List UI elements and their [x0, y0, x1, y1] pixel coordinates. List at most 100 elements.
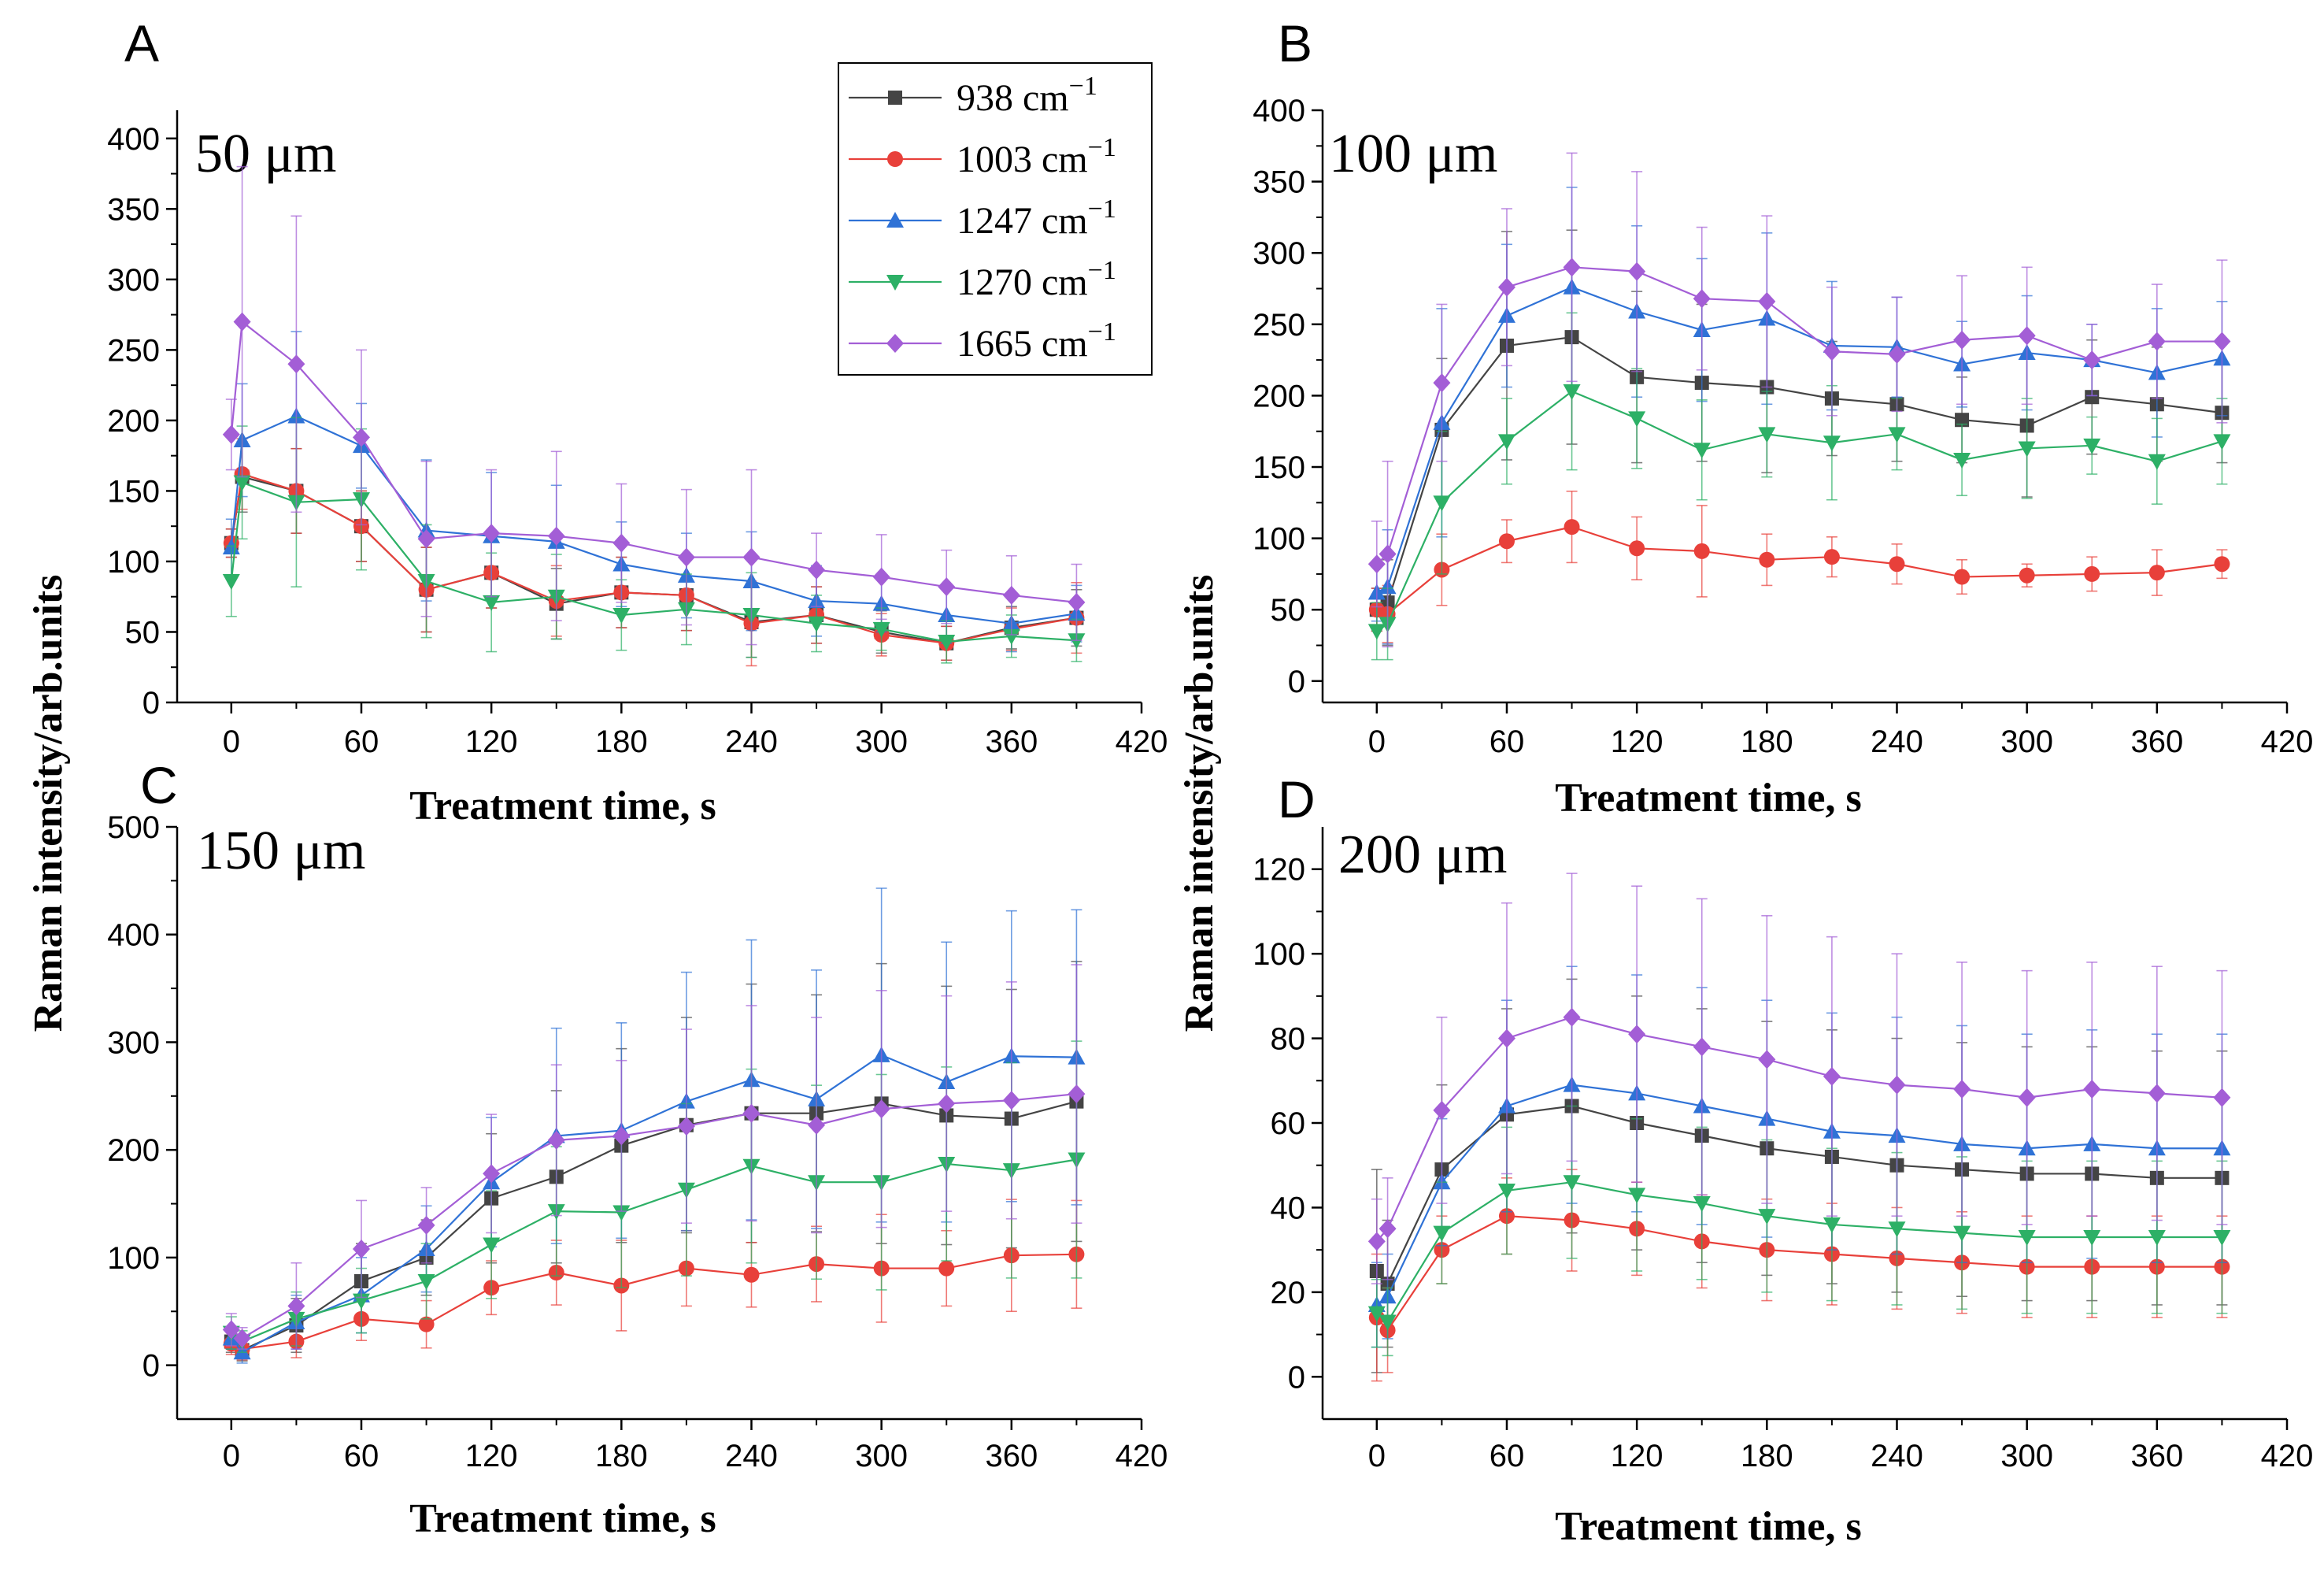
- y-tick-label: 0: [142, 1349, 160, 1384]
- data-point: [233, 1329, 251, 1348]
- data-point: [2148, 332, 2166, 351]
- x-tick-label: 180: [595, 724, 648, 759]
- data-point: [483, 1164, 501, 1184]
- y-tick-label: 300: [107, 1025, 160, 1060]
- data-point: [1367, 554, 1386, 574]
- legend-label-superscript: −1: [1088, 256, 1116, 285]
- x-tick-label: 360: [2130, 724, 2183, 759]
- data-point: [2213, 434, 2231, 450]
- x-axis-title: Treatment time, s: [409, 784, 716, 828]
- data-point: [1367, 624, 1386, 640]
- y-tick-label: 100: [1253, 937, 1305, 972]
- data-point: [1002, 585, 1020, 605]
- x-tick-label: 420: [2261, 1439, 2314, 1473]
- panel-letter: A: [124, 14, 159, 72]
- legend-label-text: 1270 cm: [957, 261, 1088, 303]
- legend-label-superscript: −1: [1088, 133, 1116, 162]
- data-point: [233, 312, 251, 332]
- legend-label: 1003 cm−1: [957, 133, 1116, 180]
- legend-label-text: 1665 cm: [957, 323, 1088, 365]
- legend-label-text: 938 cm: [957, 77, 1069, 119]
- y-tick-label: 0: [1288, 1360, 1305, 1395]
- x-tick-label: 420: [1116, 724, 1168, 759]
- data-point: [1955, 413, 1970, 428]
- x-tick-label: 240: [725, 1439, 778, 1473]
- series-1665-cm-1: [1367, 873, 2231, 1284]
- data-point: [1953, 1225, 1971, 1242]
- y-tick-label: 200: [1253, 379, 1305, 413]
- x-tick-label: 120: [1611, 1439, 1663, 1473]
- data-point: [1628, 1188, 1646, 1204]
- data-point: [1367, 1306, 1386, 1322]
- y-tick-label: 60: [1271, 1106, 1306, 1141]
- data-point: [1433, 373, 1451, 393]
- data-point: [2083, 1080, 2101, 1099]
- data-point: [2019, 567, 2035, 584]
- data-point: [1497, 434, 1515, 450]
- x-tick-label: 300: [855, 1439, 908, 1473]
- data-point: [938, 1094, 956, 1114]
- data-point: [938, 577, 956, 597]
- y-tick-label: 400: [1253, 94, 1305, 128]
- data-point: [2018, 441, 2036, 458]
- y-tick-label: 100: [107, 545, 160, 580]
- panel-subtitle: 100 μm: [1329, 124, 1497, 184]
- data-point: [1758, 1050, 1776, 1069]
- data-point: [1497, 1028, 1515, 1048]
- y-tick-label: 150: [107, 474, 160, 509]
- data-point: [1628, 261, 1646, 281]
- data-point: [547, 526, 565, 546]
- data-point: [1693, 443, 1711, 459]
- y-tick-label: 40: [1271, 1191, 1306, 1225]
- data-point: [2018, 1088, 2036, 1107]
- data-point: [1823, 1066, 1841, 1086]
- y-axis-title-left: Raman intensity/arb.units: [26, 575, 71, 1032]
- data-point: [1889, 556, 1905, 573]
- y-tick-label: 250: [107, 333, 160, 368]
- panel-letter: C: [140, 756, 178, 814]
- panel-letter: B: [1278, 14, 1312, 72]
- data-point: [418, 1316, 435, 1332]
- data-point: [808, 560, 826, 580]
- data-point: [1433, 1225, 1451, 1242]
- data-point: [2083, 438, 2101, 454]
- data-point: [872, 621, 890, 638]
- data-point: [2148, 1230, 2166, 1247]
- data-point: [1563, 1007, 1581, 1027]
- x-tick-label: 360: [985, 1439, 1038, 1473]
- x-tick-label: 0: [223, 1439, 240, 1473]
- legend-label-superscript: −1: [1088, 195, 1116, 224]
- panel-d: D 200 μm 0 20 40 60 80 100 120 0 60 120 180 240 300 360…: [1253, 770, 2313, 1549]
- legend-marker: [886, 275, 904, 291]
- y-tick-label: 0: [142, 686, 160, 721]
- data-point: [1628, 1025, 1646, 1044]
- x-tick-label: 240: [725, 724, 778, 759]
- x-tick-label: 420: [1116, 1439, 1168, 1473]
- data-point: [547, 1130, 565, 1150]
- data-point: [417, 1273, 435, 1290]
- data-point: [1433, 1100, 1451, 1120]
- data-point: [417, 529, 435, 549]
- x-tick-label: 360: [985, 724, 1038, 759]
- legend-item: 1003 cm−1: [849, 133, 1116, 180]
- y-tick-label: 200: [107, 404, 160, 439]
- data-point: [612, 1126, 631, 1146]
- series-1270-cm-1: [1367, 312, 2231, 661]
- data-point: [872, 567, 890, 587]
- y-tick-label: 100: [1253, 522, 1305, 557]
- legend-label: 1247 cm−1: [957, 195, 1116, 242]
- data-point: [1759, 551, 1775, 568]
- x-tick-label: 360: [2130, 1439, 2183, 1473]
- data-point: [1758, 427, 1776, 443]
- data-point: [1953, 330, 1971, 350]
- panel-subtitle: 150 μm: [197, 821, 365, 881]
- y-tick-label: 120: [1253, 853, 1305, 888]
- data-point: [938, 1260, 955, 1277]
- data-point: [417, 1215, 435, 1235]
- x-axis-title: Treatment time, s: [409, 1496, 716, 1541]
- panel-subtitle: 200 μm: [1338, 825, 1507, 885]
